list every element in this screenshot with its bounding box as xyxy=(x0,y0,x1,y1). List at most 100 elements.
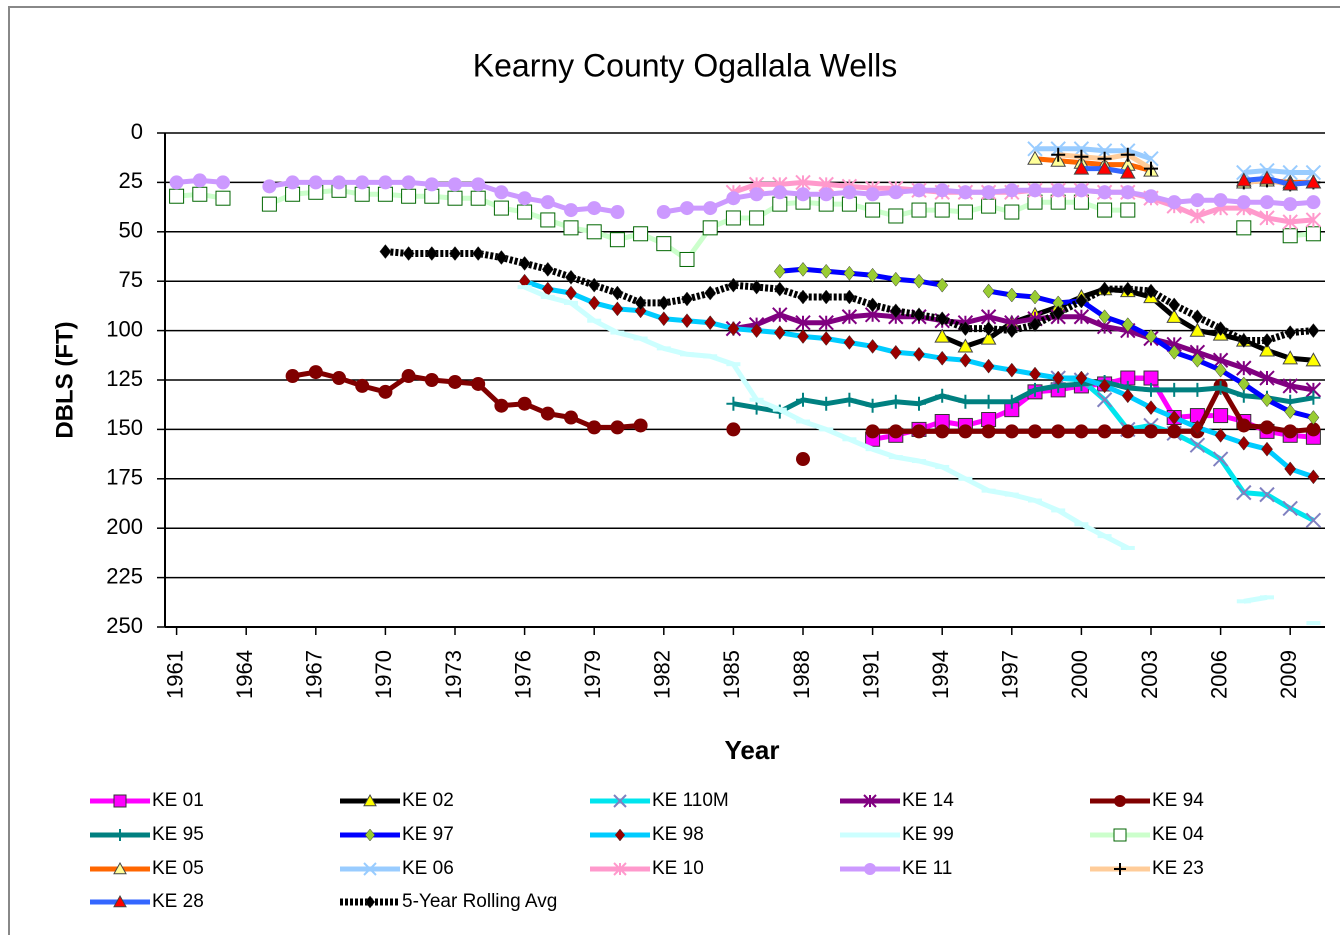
x-tick-label: 1994 xyxy=(928,650,953,699)
marker xyxy=(818,314,834,331)
marker xyxy=(113,794,127,808)
legend-item: KE 11 xyxy=(840,858,952,879)
marker xyxy=(1145,400,1157,416)
marker xyxy=(982,321,995,337)
marker xyxy=(1237,435,1250,451)
marker xyxy=(517,191,532,206)
marker xyxy=(681,291,693,307)
marker xyxy=(865,202,881,218)
marker xyxy=(355,378,370,393)
marker xyxy=(656,236,672,252)
marker xyxy=(1073,141,1090,157)
marker xyxy=(704,285,717,301)
marker xyxy=(1261,392,1273,408)
marker xyxy=(1166,308,1183,323)
marker xyxy=(1114,863,1126,875)
legend-item: KE 01 xyxy=(90,790,204,811)
marker xyxy=(588,295,601,311)
y-tick-label: 225 xyxy=(106,563,143,588)
marker xyxy=(332,175,346,190)
marker xyxy=(1189,322,1206,337)
marker xyxy=(424,177,439,192)
marker xyxy=(564,203,578,218)
marker xyxy=(517,396,532,411)
marker xyxy=(957,204,973,220)
marker xyxy=(633,418,648,433)
marker xyxy=(1261,441,1273,457)
marker xyxy=(911,202,927,218)
legend-item: KE 94 xyxy=(1090,790,1204,811)
marker xyxy=(216,175,230,190)
marker xyxy=(1236,484,1252,501)
marker xyxy=(934,202,950,218)
marker xyxy=(702,220,718,236)
marker xyxy=(1189,437,1206,453)
marker xyxy=(364,828,376,842)
marker xyxy=(936,277,949,293)
marker xyxy=(1121,388,1134,404)
marker xyxy=(773,263,786,279)
y-tick-label: 150 xyxy=(106,415,143,440)
marker xyxy=(588,277,601,293)
legend-label: KE 110M xyxy=(652,790,729,811)
legend-item: KE 99 xyxy=(840,824,954,845)
marker xyxy=(564,410,578,425)
x-tick-label: 1982 xyxy=(650,650,675,699)
marker xyxy=(1120,202,1136,218)
x-tick-label: 1997 xyxy=(998,650,1023,699)
marker xyxy=(1120,185,1135,200)
marker xyxy=(842,392,857,407)
legend-label: KE 23 xyxy=(1152,858,1204,879)
x-tick-label: 1976 xyxy=(510,650,535,699)
marker xyxy=(982,358,995,374)
marker xyxy=(1168,410,1181,425)
marker xyxy=(363,862,377,876)
x-tick-label: 1970 xyxy=(371,650,396,699)
marker xyxy=(935,424,950,439)
marker xyxy=(866,267,879,283)
marker xyxy=(378,384,393,399)
legend-label: KE 02 xyxy=(402,790,454,811)
marker xyxy=(1213,193,1228,208)
marker xyxy=(1236,360,1252,376)
x-tick-label: 1961 xyxy=(162,650,187,699)
series xyxy=(169,173,1321,220)
marker xyxy=(913,307,925,323)
marker xyxy=(113,894,127,908)
marker xyxy=(1259,486,1275,503)
marker xyxy=(1073,309,1090,325)
marker xyxy=(680,201,694,216)
series xyxy=(773,261,1320,425)
marker xyxy=(169,175,184,190)
legend-item: KE 05 xyxy=(90,858,204,879)
marker xyxy=(1283,424,1298,439)
marker xyxy=(633,226,649,242)
marker xyxy=(1027,150,1043,165)
marker xyxy=(1307,323,1320,339)
marker xyxy=(1004,424,1019,439)
marker xyxy=(935,388,950,403)
marker xyxy=(611,285,624,301)
marker xyxy=(913,273,925,289)
marker xyxy=(565,285,577,301)
marker xyxy=(1052,305,1065,321)
marker xyxy=(1305,352,1322,367)
marker xyxy=(1213,408,1229,424)
marker xyxy=(913,346,925,362)
marker xyxy=(797,289,809,305)
x-tick-label: 1988 xyxy=(789,650,814,699)
marker xyxy=(1213,380,1228,395)
marker xyxy=(1190,193,1205,208)
marker xyxy=(425,246,438,261)
marker xyxy=(772,307,788,323)
marker xyxy=(772,185,787,200)
marker xyxy=(863,794,877,808)
legend-item: KE 04 xyxy=(1090,824,1204,845)
marker xyxy=(424,373,439,387)
marker xyxy=(449,246,461,261)
legend-item: KE 110M xyxy=(590,790,729,811)
marker xyxy=(1119,164,1136,179)
marker xyxy=(540,406,555,421)
marker xyxy=(750,279,763,295)
marker xyxy=(1236,220,1252,236)
